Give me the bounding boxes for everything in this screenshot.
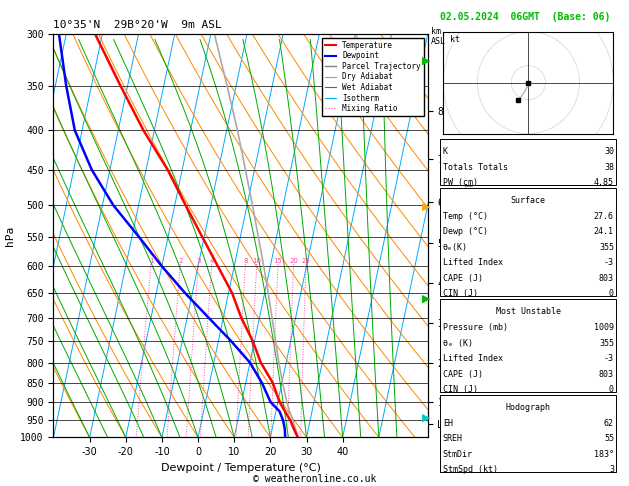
Text: ▶: ▶ [422, 56, 431, 66]
Y-axis label: hPa: hPa [4, 226, 14, 246]
Text: 1009: 1009 [594, 323, 614, 332]
Text: Lifted Index: Lifted Index [443, 259, 503, 267]
Text: ▶: ▶ [422, 202, 431, 211]
Text: 38: 38 [604, 163, 614, 172]
Text: 02.05.2024  06GMT  (Base: 06): 02.05.2024 06GMT (Base: 06) [440, 12, 611, 22]
Text: 803: 803 [599, 370, 614, 379]
Text: StmDir: StmDir [443, 450, 473, 459]
Text: Lifted Index: Lifted Index [443, 354, 503, 363]
Text: K: K [443, 147, 448, 156]
Text: CIN (J): CIN (J) [443, 290, 478, 298]
Text: 0: 0 [609, 385, 614, 394]
Text: PW (cm): PW (cm) [443, 178, 478, 187]
Text: Surface: Surface [511, 196, 546, 205]
Text: 55: 55 [604, 434, 614, 443]
Text: 1: 1 [149, 258, 153, 264]
Text: 4: 4 [209, 258, 214, 264]
Text: © weatheronline.co.uk: © weatheronline.co.uk [253, 473, 376, 484]
Text: θₑ (K): θₑ (K) [443, 339, 473, 347]
Text: StmSpd (kt): StmSpd (kt) [443, 466, 498, 474]
Text: CAPE (J): CAPE (J) [443, 274, 483, 283]
Text: ▶: ▶ [422, 413, 431, 423]
Text: 10: 10 [252, 258, 261, 264]
Text: Most Unstable: Most Unstable [496, 308, 561, 316]
Text: 62: 62 [604, 419, 614, 428]
Text: 30: 30 [604, 147, 614, 156]
Legend: Temperature, Dewpoint, Parcel Trajectory, Dry Adiabat, Wet Adiabat, Isotherm, Mi: Temperature, Dewpoint, Parcel Trajectory… [321, 38, 424, 116]
Text: 183°: 183° [594, 450, 614, 459]
Text: ▶: ▶ [422, 294, 431, 304]
Y-axis label: Mixing Ratio (g/kg): Mixing Ratio (g/kg) [462, 180, 472, 292]
Text: 4.85: 4.85 [594, 178, 614, 187]
Text: 15: 15 [274, 258, 282, 264]
Text: Totals Totals: Totals Totals [443, 163, 508, 172]
Text: 355: 355 [599, 339, 614, 347]
Text: 8: 8 [243, 258, 248, 264]
Text: Dewp (°C): Dewp (°C) [443, 227, 488, 236]
Text: 3: 3 [196, 258, 201, 264]
Text: km
ASL: km ASL [431, 27, 446, 46]
Text: 25: 25 [302, 258, 311, 264]
Text: 355: 355 [599, 243, 614, 252]
Text: EH: EH [443, 419, 453, 428]
Text: CIN (J): CIN (J) [443, 385, 478, 394]
Text: Pressure (mb): Pressure (mb) [443, 323, 508, 332]
Text: Temp (°C): Temp (°C) [443, 212, 488, 221]
Text: θₑ(K): θₑ(K) [443, 243, 468, 252]
Text: SREH: SREH [443, 434, 463, 443]
Text: 803: 803 [599, 274, 614, 283]
Text: 3: 3 [609, 466, 614, 474]
Text: 10°35'N  29B°20'W  9m ASL: 10°35'N 29B°20'W 9m ASL [53, 20, 222, 31]
Text: 2: 2 [178, 258, 182, 264]
X-axis label: Dewpoint / Temperature (°C): Dewpoint / Temperature (°C) [160, 463, 321, 473]
Text: -3: -3 [604, 354, 614, 363]
Text: CAPE (J): CAPE (J) [443, 370, 483, 379]
Text: 0: 0 [609, 290, 614, 298]
Text: kt: kt [450, 35, 460, 44]
Text: -3: -3 [604, 259, 614, 267]
Text: 27.6: 27.6 [594, 212, 614, 221]
Text: Hodograph: Hodograph [506, 403, 551, 412]
Text: 20: 20 [289, 258, 298, 264]
Text: 24.1: 24.1 [594, 227, 614, 236]
